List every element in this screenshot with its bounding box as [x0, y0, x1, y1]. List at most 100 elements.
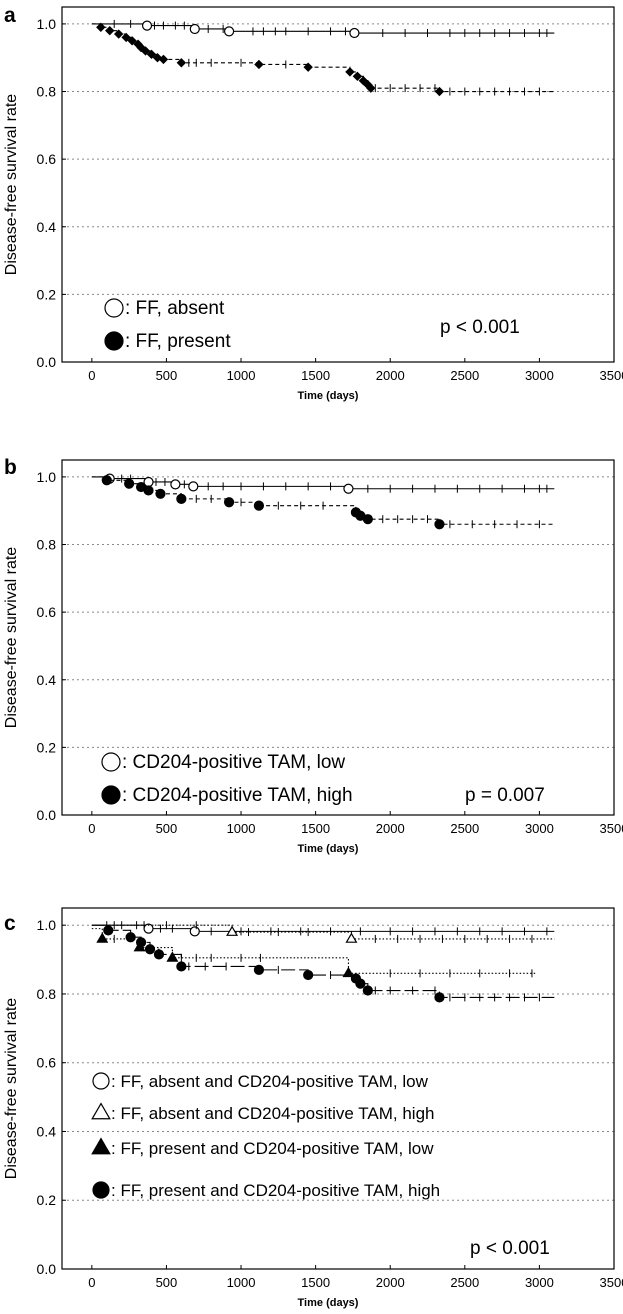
y-tick-label: 0.8	[37, 986, 57, 1002]
x-tick-label: 3000	[525, 1275, 554, 1290]
event-marker	[121, 32, 131, 43]
x-tick-label: 3000	[525, 821, 554, 836]
x-axis-label: Time (days)	[298, 1297, 359, 1309]
x-tick-label: 2500	[450, 1275, 479, 1290]
legend-symbol	[92, 1181, 110, 1199]
event-marker	[143, 485, 154, 496]
event-marker	[352, 71, 363, 82]
event-marker	[254, 59, 264, 70]
event-marker	[103, 925, 114, 936]
y-tick-label: 1.0	[37, 469, 57, 485]
legend-label: : CD204-positive TAM, low	[122, 752, 345, 773]
event-marker	[345, 67, 355, 77]
x-tick-label: 2000	[376, 368, 405, 383]
event-marker	[135, 937, 147, 948]
x-axis-label: Time (days)	[298, 390, 359, 402]
series-1: : FF, absent	[91, 19, 555, 319]
event-marker	[176, 58, 187, 68]
p-value-annotation: p = 0.007	[465, 785, 545, 806]
x-tick-label: 1500	[301, 368, 330, 383]
event-marker	[253, 964, 265, 975]
series-1: : CD204-positive TAM, low	[91, 473, 555, 773]
panel-b: b 0.0 0.2 0.4 0.6 0.8 1.0 0 500 1000 1500 2000 2500 3…	[3, 456, 623, 855]
event-marker	[146, 49, 157, 60]
event-marker	[434, 519, 445, 530]
panel-a: a 0.0 0.2 0.4 0.6 0.8 1.0 0 500 1000 1500 2000 2500 3…	[3, 4, 623, 402]
y-tick-label: 0.6	[37, 604, 57, 620]
event-marker	[189, 926, 200, 937]
series-3: : FF, present and CD204-positive TAM, lo…	[91, 928, 537, 1158]
event-marker	[362, 514, 373, 525]
event-marker	[253, 500, 265, 511]
y-tick-label: 0.4	[37, 219, 57, 235]
legend-symbol	[104, 298, 124, 318]
event-marker	[105, 25, 115, 36]
x-tick-label: 2000	[376, 1275, 405, 1290]
event-marker	[303, 62, 313, 72]
survival-curve	[91, 924, 555, 932]
event-marker	[223, 497, 235, 508]
x-axis-label: Time (days)	[298, 843, 359, 855]
event-marker	[166, 951, 179, 962]
event-marker	[345, 932, 358, 943]
event-marker	[113, 29, 124, 39]
event-marker	[176, 961, 187, 972]
legend-symbol	[104, 331, 124, 351]
y-axis-label: Disease-free survival rate	[3, 547, 20, 729]
y-axis-label: Disease-free survival rate	[3, 998, 20, 1180]
event-marker	[355, 978, 366, 989]
series-2: : FF, present	[91, 22, 555, 352]
event-marker	[158, 54, 169, 65]
legend-symbol	[91, 1137, 111, 1155]
legend-label: : FF, absent	[125, 298, 225, 319]
event-marker	[141, 20, 153, 31]
legend-label: : FF, present and CD204-positive TAM, hi…	[111, 1181, 440, 1200]
legend-label: : FF, present	[125, 331, 231, 352]
x-tick-label: 1000	[227, 368, 256, 383]
event-marker	[153, 949, 165, 960]
y-tick-label: 0.2	[37, 286, 57, 302]
legend-label: : FF, present and CD204-positive TAM, lo…	[111, 1139, 434, 1158]
event-marker	[343, 483, 354, 494]
p-value-annotation: p < 0.001	[470, 1238, 550, 1259]
x-tick-label: 500	[156, 821, 178, 836]
event-marker	[96, 932, 109, 943]
event-marker	[127, 36, 137, 46]
event-marker	[144, 944, 156, 955]
x-tick-label: 2000	[376, 821, 405, 836]
event-marker	[155, 488, 166, 499]
legend-symbol	[101, 752, 121, 772]
x-tick-label: 3500	[600, 368, 623, 383]
legend-symbol	[92, 1072, 110, 1090]
y-tick-label: 0.0	[37, 1261, 57, 1277]
x-tick-label: 3000	[525, 368, 554, 383]
legend-label: : FF, absent and CD204-positive TAM, hig…	[111, 1104, 434, 1123]
event-marker	[101, 475, 112, 486]
event-marker	[349, 27, 360, 39]
x-tick-label: 3500	[600, 1275, 623, 1290]
survival-curve	[91, 476, 555, 525]
event-marker	[303, 969, 314, 981]
event-marker	[125, 932, 136, 943]
x-tick-label: 2500	[450, 821, 479, 836]
event-marker	[96, 22, 106, 32]
event-marker	[226, 925, 239, 936]
event-marker	[170, 479, 181, 490]
y-tick-label: 0.0	[37, 354, 57, 370]
y-axis-label: Disease-free survival rate	[3, 94, 20, 276]
event-marker	[342, 966, 355, 978]
panel-letter: b	[4, 456, 17, 479]
y-tick-label: 0.2	[37, 1192, 57, 1208]
y-tick-label: 0.8	[37, 537, 57, 553]
x-tick-label: 1000	[227, 1275, 256, 1290]
event-marker	[362, 985, 373, 996]
y-tick-label: 0.6	[37, 1055, 57, 1071]
legend-symbol	[101, 785, 121, 805]
x-tick-label: 1500	[301, 821, 330, 836]
legend-symbol	[91, 1102, 111, 1120]
x-tick-label: 0	[88, 1275, 95, 1290]
event-marker	[176, 493, 187, 504]
plot-frame	[61, 6, 615, 363]
event-marker	[434, 992, 445, 1003]
